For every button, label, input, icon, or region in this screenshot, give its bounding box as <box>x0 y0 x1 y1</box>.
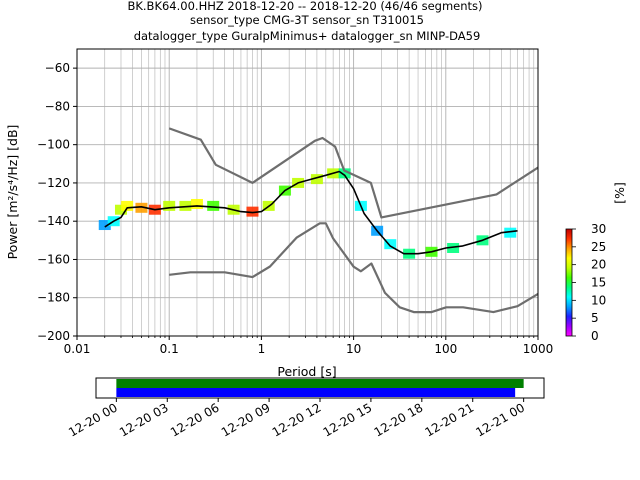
histogram-cell <box>135 202 148 213</box>
timeline-tick-label: 12-20 00 <box>66 400 120 439</box>
y-tick-label: −60 <box>45 61 70 75</box>
title-line-3: datalogger_type GuralpMinimus+ datalogge… <box>134 29 481 43</box>
x-tick-label: 1 <box>258 342 266 356</box>
timeline-tick-label: 12-20 06 <box>168 400 222 439</box>
histogram-cell <box>207 200 220 211</box>
colorbar-ticks: 0 5 10 15 20 25 30 <box>572 222 606 343</box>
high-noise-model-line <box>168 127 539 219</box>
histogram-cell <box>114 204 127 215</box>
plot-background <box>77 49 538 336</box>
y-tick-label: −140 <box>37 214 70 228</box>
timeline-tick-label: 12-20 03 <box>117 400 171 439</box>
colorbar-tick-label: 15 <box>591 276 606 290</box>
colorbar-tick-label: 30 <box>591 222 606 236</box>
timeline-tick-label: 12-20 12 <box>270 400 324 439</box>
y-axis-ticks: −200 −180 −160 −140 −120 −100 −80 −60 <box>37 61 77 343</box>
histogram-cell <box>190 198 203 209</box>
x-axis-ticks: 0.01 0.1 1 10 100 1000 <box>64 336 554 356</box>
colorbar-label: [%] <box>612 182 627 204</box>
histogram-cell <box>310 174 323 185</box>
histogram-cell <box>98 220 111 231</box>
y-tick-label: −80 <box>45 99 70 113</box>
timeline-tick-label: 12-20 09 <box>219 400 273 439</box>
timeline-tick-label: 12-20 21 <box>423 400 477 439</box>
title-line-2: sensor_type CMG-3T sensor_sn T310015 <box>190 13 424 27</box>
title-line-1: BK.BK64.00.HHZ 2018-12-20 -- 2018-12-20 … <box>127 0 482 13</box>
chart-title: BK.BK64.00.HHZ 2018-12-20 -- 2018-12-20 … <box>127 0 482 43</box>
timeline-tick-label: 12-20 18 <box>372 400 426 439</box>
colorbar-tick-label: 25 <box>591 240 606 254</box>
x-tick-label: 0.01 <box>64 342 91 356</box>
x-axis-label: Period [s] <box>277 364 336 379</box>
ppsd-plot-area: 0.01 0.1 1 10 100 1000 −200 −180 −160 −140 −120 −1… <box>5 48 554 379</box>
x-tick-label: 10 <box>346 342 361 356</box>
colorbar-tick-label: 0 <box>591 329 599 343</box>
y-tick-label: −200 <box>37 329 70 343</box>
histogram-cell <box>246 206 259 217</box>
histogram-cell <box>338 168 351 179</box>
histogram-cell <box>121 200 134 211</box>
timeline-tick-label: 12-20 15 <box>321 400 375 439</box>
timeline-bar <box>116 388 516 397</box>
histogram-cell <box>504 227 517 238</box>
colorbar-tick-label: 20 <box>591 258 606 272</box>
colorbar-tick-label: 10 <box>591 293 606 307</box>
low-noise-model-line <box>169 222 539 314</box>
noise-model-lines <box>104 127 539 314</box>
x-tick-label: 1000 <box>523 342 554 356</box>
mean-psd-line <box>104 170 518 255</box>
histogram-cell <box>163 200 176 211</box>
y-tick-label: −120 <box>37 176 70 190</box>
colorbar: 0 5 10 15 20 25 30 [%] <box>565 182 627 343</box>
histogram-cell <box>384 239 397 250</box>
y-axis-label: Power [m²/s⁴/Hz] [dB] <box>5 125 20 260</box>
plot-frame <box>76 48 539 337</box>
x-tick-label: 100 <box>434 342 457 356</box>
x-tick-label: 0.1 <box>160 342 179 356</box>
y-tick-label: −180 <box>37 291 70 305</box>
y-tick-label: −100 <box>37 138 70 152</box>
colorbar-gradient <box>565 228 573 337</box>
y-tick-label: −160 <box>37 252 70 266</box>
timeline-bar <box>116 379 524 388</box>
colorbar-tick-label: 5 <box>591 311 599 325</box>
timeline-tick-label: 12-21 00 <box>473 400 527 439</box>
histogram-cell <box>447 242 460 253</box>
timeline-bars <box>116 379 524 397</box>
